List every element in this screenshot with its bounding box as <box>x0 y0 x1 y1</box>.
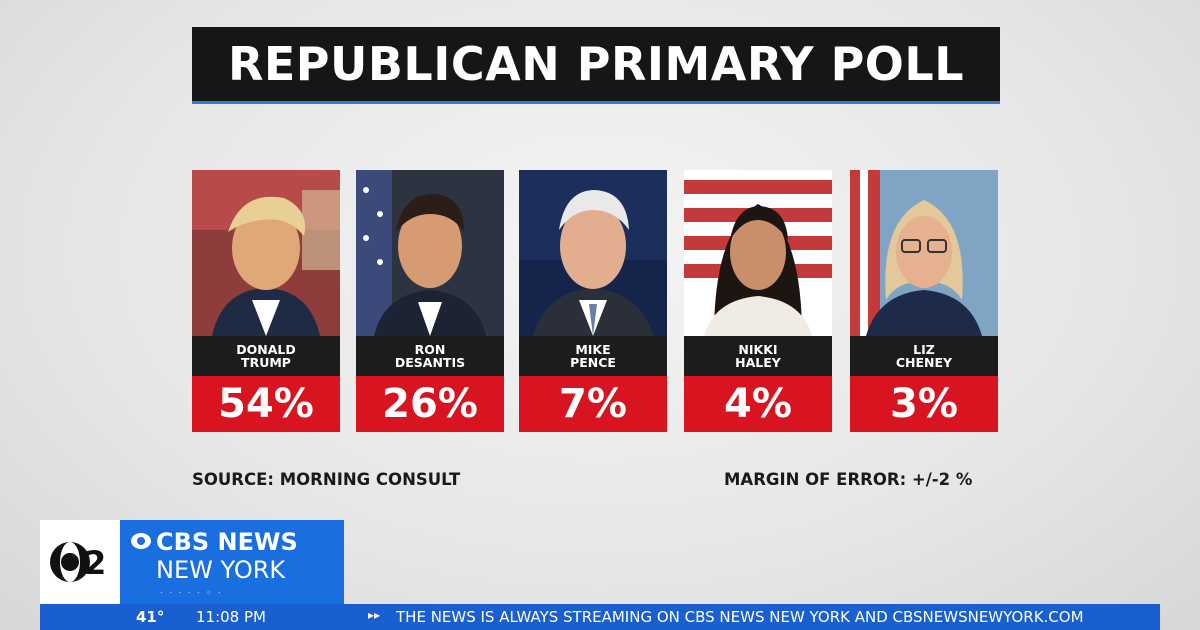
candidate-card: LIZ CHENEY 3% <box>850 170 998 432</box>
brand-market: NEW YORK <box>156 556 286 584</box>
name-last: HALEY <box>735 355 781 370</box>
ticker-time: 11:08 PM <box>196 608 266 626</box>
brand-network: CBS NEWS <box>156 528 298 556</box>
ticker-temperature: 41° <box>136 608 165 626</box>
candidate-card: RON DESANTIS 26% <box>356 170 504 432</box>
candidate-percent: 54% <box>192 376 340 432</box>
double-chevron-right-icon: ▸▸ <box>368 608 381 622</box>
candidate-name: DONALD TRUMP <box>192 336 340 376</box>
candidate-photo <box>519 170 667 339</box>
candidate-photo <box>192 170 340 339</box>
candidate-card: DONALD TRUMP 54% <box>192 170 340 432</box>
candidate-name: RON DESANTIS <box>356 336 504 376</box>
candidate-percent: 4% <box>684 376 832 432</box>
candidate-percent: 26% <box>356 376 504 432</box>
name-last: CHENEY <box>895 355 953 370</box>
name-last: DESANTIS <box>394 355 466 370</box>
station-brand: CBS NEWS NEW YORK ·····◦· <box>120 520 344 604</box>
candidate-name: NIKKI HALEY <box>684 336 832 376</box>
candidate-name: LIZ CHENEY <box>850 336 998 376</box>
candidate-photo <box>684 170 832 339</box>
name-first: RON <box>414 342 446 357</box>
name-last: PENCE <box>570 355 616 370</box>
cbs-eye-icon <box>131 533 151 549</box>
candidate-card: MIKE PENCE 7% <box>519 170 667 432</box>
name-first: DONALD <box>236 342 296 357</box>
name-first: MIKE <box>575 342 611 357</box>
brand-dots-decoration: ·····◦· <box>160 588 227 599</box>
candidate-percent: 3% <box>850 376 998 432</box>
channel-number: 2 <box>84 544 106 582</box>
candidate-percent: 7% <box>519 376 667 432</box>
name-first: LIZ <box>913 342 935 357</box>
margin-of-error-note: MARGIN OF ERROR: +/-2 % <box>724 470 973 489</box>
source-note: SOURCE: MORNING CONSULT <box>192 470 461 489</box>
name-last: TRUMP <box>241 355 291 370</box>
candidate-photo <box>356 170 504 339</box>
name-first: NIKKI <box>738 342 778 357</box>
ticker-text: THE NEWS IS ALWAYS STREAMING ON CBS NEWS… <box>396 608 1084 626</box>
candidate-photo <box>850 170 998 339</box>
news-ticker: 41° 11:08 PM ▸▸ THE NEWS IS ALWAYS STREA… <box>40 604 1160 630</box>
cbs-2-logo: 2 <box>40 520 120 604</box>
candidate-card: NIKKI HALEY 4% <box>684 170 832 432</box>
candidate-name: MIKE PENCE <box>519 336 667 376</box>
poll-title: REPUBLICAN PRIMARY POLL <box>192 27 1000 104</box>
